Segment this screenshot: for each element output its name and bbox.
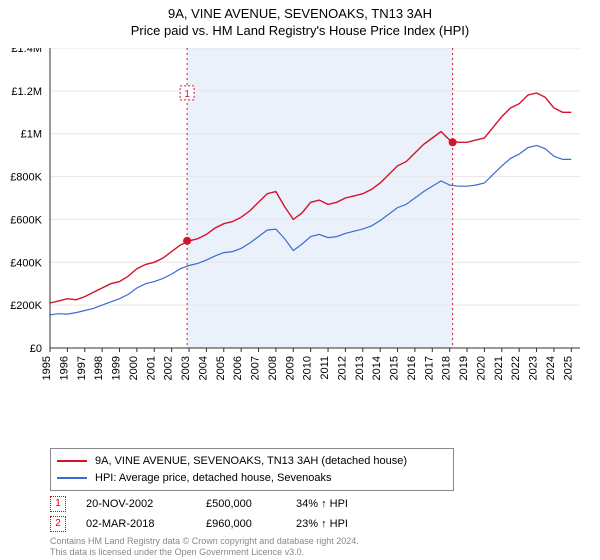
svg-text:2013: 2013: [354, 356, 366, 380]
chart-plot-area: £0£200K£400K£600K£800K£1M£1.2M£1.4M19951…: [50, 48, 580, 398]
legend-label: 9A, VINE AVENUE, SEVENOAKS, TN13 3AH (de…: [95, 453, 407, 470]
footer-attribution: Contains HM Land Registry data © Crown c…: [50, 536, 359, 558]
svg-text:£800K: £800K: [10, 172, 42, 184]
svg-text:£400K: £400K: [10, 257, 42, 269]
chart-subtitle: Price paid vs. HM Land Registry's House …: [0, 23, 600, 38]
sale-date: 20-NOV-2002: [86, 498, 186, 510]
svg-text:2003: 2003: [180, 356, 192, 380]
svg-text:1995: 1995: [41, 356, 53, 380]
sales-row: 1 20-NOV-2002 £500,000 34% ↑ HPI: [50, 494, 386, 514]
svg-text:2017: 2017: [423, 356, 435, 380]
svg-text:2008: 2008: [267, 356, 279, 380]
svg-text:£0: £0: [30, 343, 42, 355]
legend-label: HPI: Average price, detached house, Seve…: [95, 470, 331, 487]
sales-row: 2 02-MAR-2018 £960,000 23% ↑ HPI: [50, 514, 386, 534]
chart-svg: £0 £200K £400K £600K £800K £1M £1.2M £1.4M 1995 1…: [4, 48, 580, 398]
sale-price: £960,000: [206, 518, 276, 530]
legend: 9A, VINE AVENUE, SEVENOAKS, TN13 3AH (de…: [50, 448, 454, 491]
svg-text:2016: 2016: [406, 356, 418, 380]
svg-text:1998: 1998: [93, 356, 105, 380]
svg-text:2009: 2009: [284, 356, 296, 380]
footer-line: This data is licensed under the Open Gov…: [50, 547, 359, 558]
marker-badge-1: 1: [50, 496, 66, 512]
svg-text:2015: 2015: [389, 356, 401, 380]
chart-title-address: 9A, VINE AVENUE, SEVENOAKS, TN13 3AH: [0, 6, 600, 21]
svg-text:2011: 2011: [319, 356, 331, 380]
svg-text:2014: 2014: [371, 356, 383, 380]
sale-date: 02-MAR-2018: [86, 518, 186, 530]
svg-text:2018: 2018: [441, 356, 453, 380]
footer-line: Contains HM Land Registry data © Crown c…: [50, 536, 359, 547]
svg-text:2010: 2010: [302, 356, 314, 380]
svg-text:2007: 2007: [250, 356, 262, 380]
svg-text:£200K: £200K: [10, 300, 42, 312]
svg-text:2012: 2012: [336, 356, 348, 380]
chart-container: 9A, VINE AVENUE, SEVENOAKS, TN13 3AH Pri…: [0, 0, 600, 560]
svg-text:2004: 2004: [197, 356, 209, 380]
svg-text:1: 1: [184, 89, 190, 100]
sale-price: £500,000: [206, 498, 276, 510]
svg-text:2020: 2020: [475, 356, 487, 380]
title-block: 9A, VINE AVENUE, SEVENOAKS, TN13 3AH Pri…: [0, 0, 600, 38]
svg-text:2021: 2021: [493, 356, 505, 380]
legend-swatch-property: [57, 460, 87, 462]
svg-text:1996: 1996: [58, 356, 70, 380]
svg-text:£600K: £600K: [10, 214, 42, 226]
sale-diff: 34% ↑ HPI: [296, 498, 386, 510]
marker-badge-2: 2: [50, 516, 66, 532]
svg-text:2005: 2005: [215, 356, 227, 380]
legend-item: 9A, VINE AVENUE, SEVENOAKS, TN13 3AH (de…: [57, 453, 447, 470]
svg-text:2023: 2023: [528, 356, 540, 380]
svg-text:2001: 2001: [145, 356, 157, 380]
svg-text:£1.2M: £1.2M: [11, 86, 42, 98]
svg-text:£1M: £1M: [21, 129, 42, 141]
svg-text:2002: 2002: [163, 356, 175, 380]
sales-table: 1 20-NOV-2002 £500,000 34% ↑ HPI 2 02-MA…: [50, 494, 386, 534]
svg-text:£1.4M: £1.4M: [11, 48, 42, 55]
svg-text:2000: 2000: [128, 356, 140, 380]
svg-text:2024: 2024: [545, 356, 557, 380]
svg-text:2025: 2025: [562, 356, 574, 380]
svg-text:2006: 2006: [232, 356, 244, 380]
svg-text:1999: 1999: [111, 356, 123, 380]
sale-diff: 23% ↑ HPI: [296, 518, 386, 530]
svg-text:1997: 1997: [76, 356, 88, 380]
legend-swatch-hpi: [57, 477, 87, 479]
svg-text:2022: 2022: [510, 356, 522, 380]
svg-text:2019: 2019: [458, 356, 470, 380]
legend-item: HPI: Average price, detached house, Seve…: [57, 470, 447, 487]
